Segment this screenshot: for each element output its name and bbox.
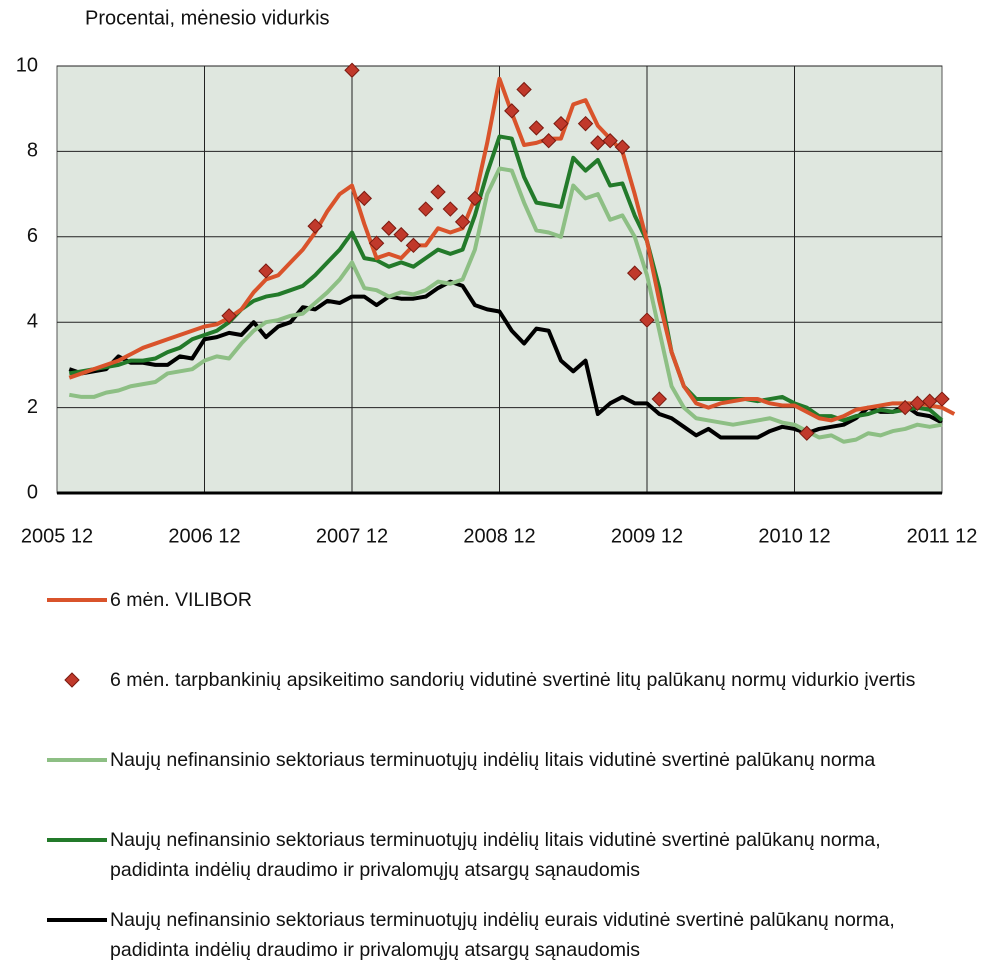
y-tick-label: 2 [27, 396, 38, 418]
legend-swatch [64, 672, 80, 688]
diamond-marker [909, 395, 926, 412]
diamond-marker [467, 190, 483, 207]
diamond-marker [454, 214, 471, 230]
legend-label: Naujų nefinansinio sektoriaus terminuotų… [110, 749, 876, 771]
diamond-marker [418, 201, 434, 217]
legend-label: Naujų nefinansinio sektoriaus terminuotų… [110, 829, 881, 881]
diamond-marker [356, 190, 372, 207]
diamond-marker [528, 120, 545, 136]
chart-title: Procentai, mėnesio vidurkis [85, 7, 330, 29]
diamond-marker [553, 115, 569, 132]
legend-label: 6 mėn. tarpbankinių apsikeitimo sandorių… [110, 669, 916, 691]
legend-swatch [47, 918, 107, 922]
diamond-marker [922, 393, 938, 409]
diamond-marker [639, 312, 655, 328]
diamond-marker [405, 237, 422, 254]
diamond-marker [627, 265, 643, 281]
x-tick-label: 2008 12 [463, 525, 535, 547]
x-tick-label: 2006 12 [168, 525, 240, 547]
diamond-marker [799, 425, 815, 441]
chart: Procentai, mėnesio vidurkis 0 2 4 6 8 10 2005 … [16, 7, 978, 547]
diamond-marker [368, 235, 385, 251]
diamond-marker [614, 139, 631, 155]
legend-label: Naujų nefinansinio sektoriaus terminuotų… [110, 909, 895, 961]
y-tick-label: 0 [27, 481, 38, 503]
diamond-marker [540, 133, 557, 149]
x-tick-label: 2007 12 [316, 525, 388, 547]
diamond-marker [504, 103, 520, 119]
legend-swatch [47, 838, 107, 842]
legend-swatch [47, 598, 107, 602]
diamond-marker [430, 184, 446, 200]
diamond-marker [344, 62, 360, 78]
x-tick-label: 2010 12 [758, 525, 830, 547]
diamond-marker [590, 135, 606, 151]
diamond-marker [393, 226, 409, 243]
series-line [68, 134, 944, 423]
diamond-marker [602, 133, 618, 149]
diamond-marker [381, 220, 397, 236]
diamond-marker [442, 201, 459, 217]
diamond-marker [651, 391, 667, 407]
diamond-marker [577, 115, 594, 132]
x-tick-label: 2009 12 [611, 525, 683, 547]
series-line [68, 279, 943, 440]
diamond-marker [934, 391, 950, 407]
y-tick-label: 10 [16, 54, 38, 76]
legend-label: 6 mėn. VILIBOR [110, 589, 252, 611]
x-tick-label: 2005 12 [21, 525, 93, 547]
legend-diamond [64, 672, 80, 688]
diamond-marker [258, 263, 274, 279]
y-tick-label: 4 [27, 310, 38, 332]
y-tick-label: 8 [27, 140, 38, 162]
diamond-marker [897, 399, 913, 416]
diamond-marker [516, 81, 532, 98]
legend-swatch [47, 758, 107, 762]
diamond-marker [307, 218, 323, 234]
y-tick-label: 6 [27, 225, 38, 247]
series-line [68, 166, 943, 444]
x-tick-label: 2011 12 [907, 525, 978, 547]
diamond-marker [221, 308, 237, 324]
